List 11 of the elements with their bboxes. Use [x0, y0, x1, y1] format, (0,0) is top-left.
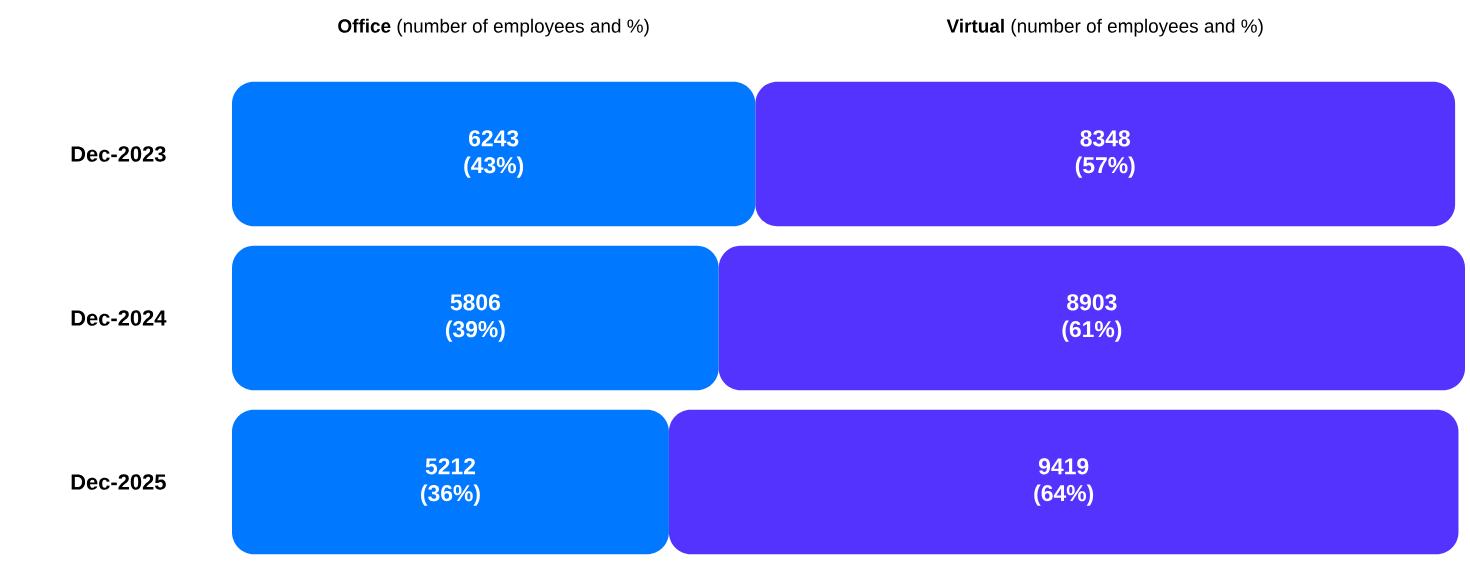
text: Virtual (number of employees and %) [946, 18, 1263, 37]
data-label: 5806 (39%) [445, 294, 505, 342]
text: Office (number of employees and %) [338, 18, 649, 37]
data-label: 5212 (36%) [421, 458, 480, 506]
y-tick-label: Dec-2024 [71, 310, 167, 326]
data-label: 8348 (57%) [1075, 130, 1135, 178]
data-label: 9419 (64%) [1034, 458, 1094, 506]
data-label: 8903 (61%) [1062, 294, 1122, 342]
y-tick-label: Dec-2025 [71, 474, 166, 490]
data-label: 6243 (43%) [464, 130, 524, 178]
y-tick-label: Dec-2023 [71, 146, 166, 162]
